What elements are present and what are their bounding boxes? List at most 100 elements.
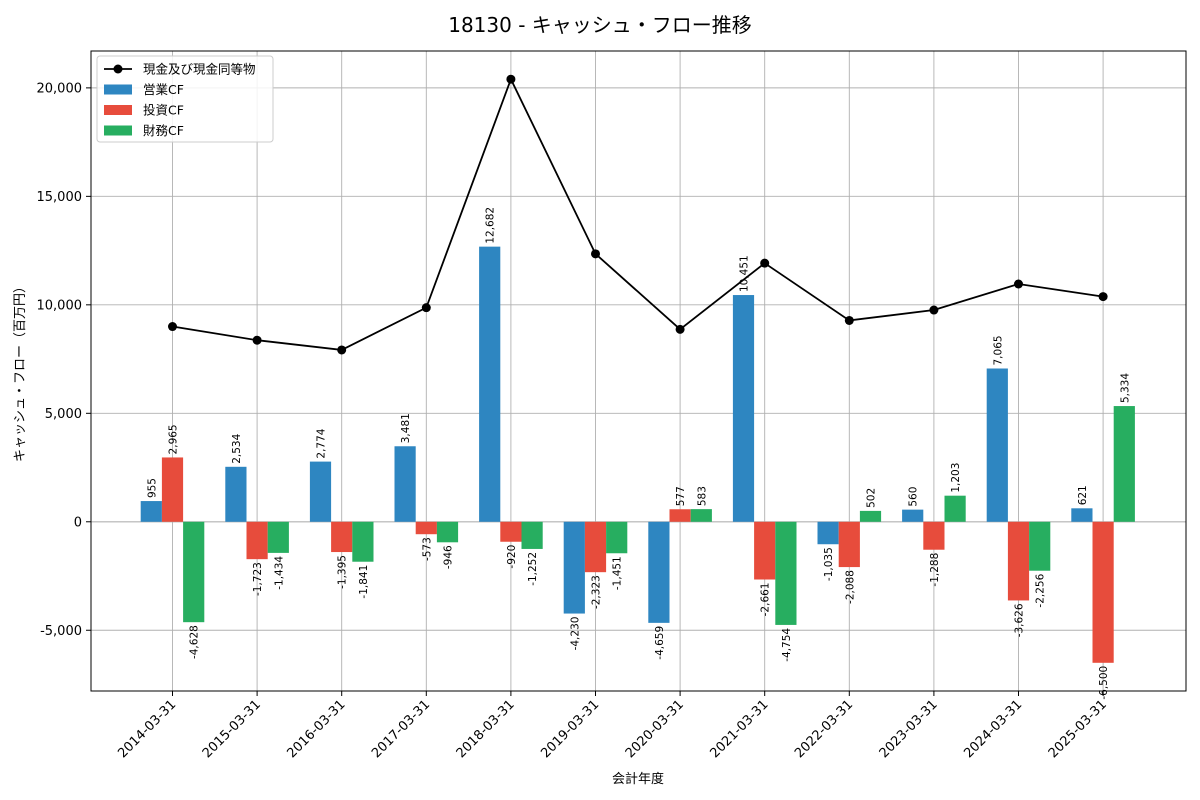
bar-value-label: 502 bbox=[866, 488, 878, 508]
bar-3 bbox=[267, 521, 289, 553]
bar-value-label: 1,203 bbox=[950, 463, 962, 493]
bar-value-label: 621 bbox=[1077, 485, 1089, 505]
bar-value-label: -1,723 bbox=[252, 562, 264, 596]
bar-value-label: 955 bbox=[146, 478, 158, 498]
chart-title: 18130 - キャッシュ・フロー推移 bbox=[448, 13, 752, 37]
y-tick-label: 10,000 bbox=[37, 298, 83, 313]
bar-value-label: 12,682 bbox=[485, 207, 497, 244]
bar-value-label: 7,065 bbox=[992, 335, 1004, 365]
bar-value-label: -1,434 bbox=[273, 556, 285, 590]
bar-2 bbox=[669, 509, 691, 522]
legend-label: 投資CF bbox=[143, 103, 184, 118]
legend-bar-swatch bbox=[104, 84, 132, 95]
cash-line-point bbox=[506, 74, 516, 84]
bar-3 bbox=[1113, 406, 1135, 522]
bar-value-label: 577 bbox=[675, 486, 687, 506]
bar-value-label: 2,965 bbox=[168, 424, 180, 454]
y-tick-label: 0 bbox=[74, 515, 82, 530]
bar-value-label: -2,256 bbox=[1035, 573, 1047, 607]
legend-bar-swatch bbox=[104, 125, 132, 136]
bar-1 bbox=[394, 446, 416, 522]
bar-value-label: -4,230 bbox=[569, 617, 581, 651]
cash-line-point bbox=[1014, 279, 1023, 289]
bar-value-label: 2,774 bbox=[316, 428, 328, 458]
bars bbox=[140, 246, 1135, 663]
y-tick-label: -5,000 bbox=[40, 624, 82, 639]
bar-2 bbox=[246, 521, 268, 560]
bar-2 bbox=[584, 521, 607, 573]
bar-value-label: -1,395 bbox=[337, 555, 349, 589]
bar-value-label: -1,841 bbox=[358, 565, 370, 599]
bar-3 bbox=[352, 521, 374, 562]
bar-3 bbox=[859, 510, 882, 522]
bar-3 bbox=[606, 521, 628, 554]
bar-3 bbox=[521, 521, 543, 549]
bar-1 bbox=[902, 509, 924, 522]
bar-value-label: -6,500 bbox=[1098, 666, 1110, 700]
legend-box bbox=[96, 55, 274, 143]
bar-1 bbox=[225, 466, 247, 522]
bar-2 bbox=[754, 521, 776, 580]
y-tick-label: 5,000 bbox=[45, 407, 82, 422]
bar-value-label: 5,334 bbox=[1119, 373, 1131, 403]
bar-3 bbox=[1029, 521, 1051, 571]
bar-1 bbox=[563, 521, 585, 614]
bar-1 bbox=[140, 501, 162, 522]
bar-1 bbox=[479, 246, 501, 522]
cash-line-point bbox=[675, 324, 685, 334]
bar-value-label: -2,661 bbox=[760, 583, 772, 617]
cash-line-point bbox=[168, 322, 177, 332]
x-axis-label: 会計年度 bbox=[612, 771, 664, 787]
bar-1 bbox=[1071, 508, 1093, 522]
bar-2 bbox=[1092, 521, 1114, 663]
legend-bar-swatch bbox=[104, 105, 132, 115]
bar-3 bbox=[775, 521, 797, 625]
bar-3 bbox=[944, 495, 966, 522]
y-tick-label: 15,000 bbox=[37, 190, 83, 205]
bar-value-label: 3,481 bbox=[400, 413, 412, 443]
legend-label: 営業CF bbox=[143, 82, 184, 97]
bar-value-label: -2,088 bbox=[844, 570, 856, 604]
cash-line bbox=[168, 74, 1108, 355]
legend-label: 財務CF bbox=[143, 123, 184, 138]
bar-value-label: 10,451 bbox=[739, 255, 751, 292]
bar-3 bbox=[436, 521, 459, 543]
bar-2 bbox=[331, 521, 353, 553]
bar-1 bbox=[986, 368, 1008, 522]
y-tick-label: 20,000 bbox=[37, 81, 83, 96]
cash-line-point bbox=[591, 249, 600, 259]
bar-value-label: -4,754 bbox=[781, 628, 793, 662]
bar-value-label: -1,288 bbox=[929, 553, 941, 587]
bar-value-label: -573 bbox=[421, 537, 433, 561]
bar-value-label: -946 bbox=[443, 545, 455, 569]
plot-frame bbox=[90, 50, 1187, 692]
bar-2 bbox=[500, 521, 522, 542]
cash-line-point bbox=[337, 345, 347, 355]
bar-value-label: 2,534 bbox=[231, 433, 243, 463]
cash-line-point bbox=[1098, 292, 1108, 302]
cash-line-point bbox=[929, 305, 939, 315]
bar-1 bbox=[309, 461, 332, 522]
y-axis-label: キャッシュ・フロー（百万円） bbox=[13, 280, 28, 462]
cash-line-point bbox=[252, 335, 262, 345]
bar-value-label: -1,035 bbox=[823, 547, 835, 581]
data-labels: 955 2,534 2,774 3,481 12,682 -4,230 -4,659 10,4… bbox=[146, 207, 1131, 700]
bar-value-label: 560 bbox=[908, 487, 920, 507]
bar-2 bbox=[923, 521, 945, 550]
bar-3 bbox=[183, 521, 205, 623]
bar-value-label: -1,451 bbox=[612, 556, 624, 590]
bar-value-label: -1,252 bbox=[527, 552, 539, 586]
bar-1 bbox=[817, 521, 839, 545]
cash-line-point bbox=[760, 258, 770, 268]
bar-2 bbox=[838, 521, 860, 568]
cash-line-path bbox=[172, 76, 1104, 351]
bar-value-label: -4,659 bbox=[654, 626, 666, 660]
bar-3 bbox=[690, 509, 712, 522]
bar-1 bbox=[648, 521, 670, 623]
legend-label: 現金及び現金同等物 bbox=[143, 62, 256, 77]
cash-line-point bbox=[421, 303, 431, 313]
cash-line-point bbox=[844, 315, 854, 325]
bar-2 bbox=[161, 457, 184, 522]
bar-value-label: -4,628 bbox=[189, 625, 201, 659]
